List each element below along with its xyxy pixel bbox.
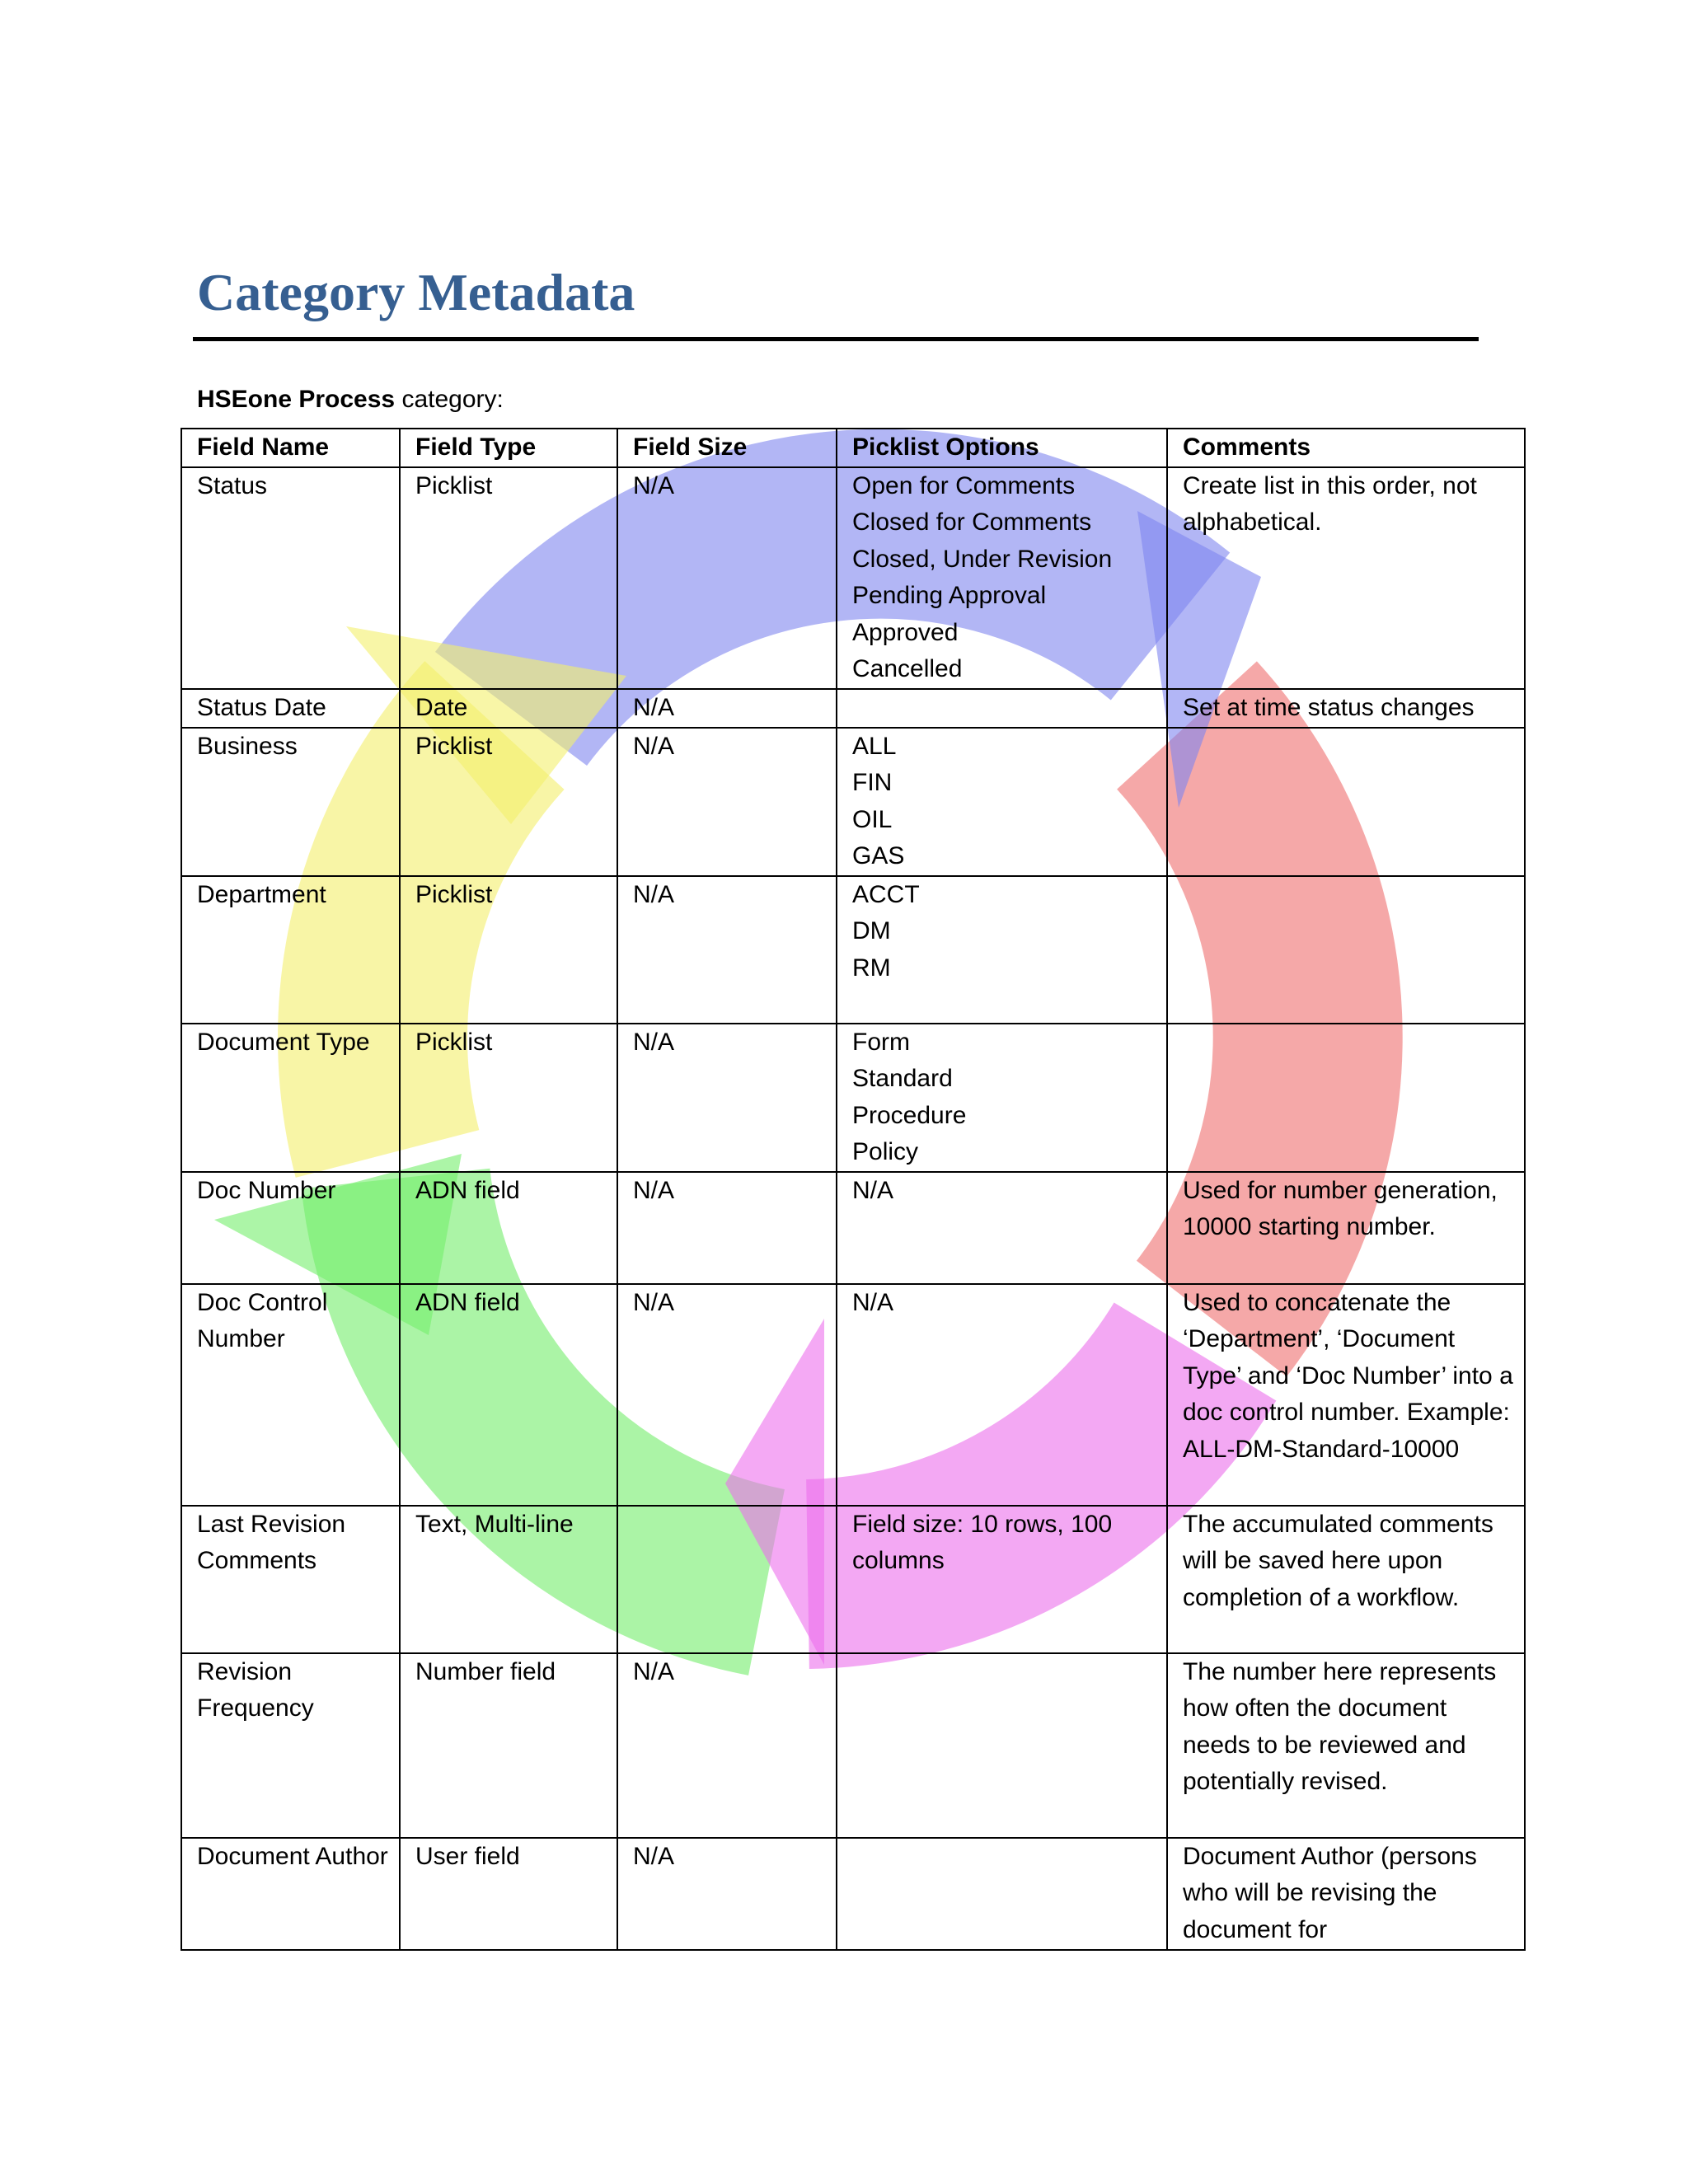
table-cell: The number here represents how often the… bbox=[1166, 1652, 1526, 1839]
column-header: Comments bbox=[1166, 428, 1526, 468]
table-cell: N/A bbox=[617, 1282, 837, 1507]
table-cell: Create list in this order, not alphabeti… bbox=[1166, 466, 1526, 690]
table-row: Revision Frequency Number field N/A The num… bbox=[181, 1652, 1526, 1839]
table-cell: ADN field bbox=[399, 1282, 618, 1507]
title: Category Metadata bbox=[197, 263, 635, 321]
table-cell: N/A bbox=[836, 1170, 1168, 1285]
picklist-option: Open for Comments bbox=[852, 471, 1076, 499]
picklist-option: Closed, Under Revision bbox=[852, 545, 1113, 573]
table-cell: User field bbox=[399, 1836, 618, 1951]
picklist-option: Form bbox=[852, 1028, 910, 1056]
table-cell: N/A bbox=[617, 874, 837, 1024]
table-cell: ADN field bbox=[399, 1170, 618, 1285]
table-cell: N/A bbox=[617, 466, 837, 690]
table-cell: N/A bbox=[617, 726, 837, 877]
table-cell: Text, Multi-line bbox=[399, 1504, 618, 1654]
table-cell: Number field bbox=[399, 1652, 618, 1839]
table-cell bbox=[836, 1652, 1168, 1839]
subtitle: HSEone Process category: bbox=[197, 386, 504, 414]
table-cell: Status bbox=[181, 466, 401, 690]
table-cell: N/A bbox=[617, 1652, 837, 1839]
table-cell: ALL FIN OIL GAS bbox=[836, 726, 1168, 877]
picklist-option: Standard bbox=[852, 1065, 953, 1092]
picklist-option: ACCT bbox=[852, 880, 920, 908]
table-cell: Last Revision Comments bbox=[181, 1504, 401, 1654]
table-row: Status Picklist N/A Open for Comments Closed… bbox=[181, 466, 1526, 690]
column-header: Field Type bbox=[399, 428, 618, 468]
table-row: Status Date Date N/A Set at time status cha… bbox=[181, 687, 1526, 729]
table-cell: Date bbox=[399, 687, 618, 729]
title-rule bbox=[193, 337, 1479, 341]
table-cell: Revision Frequency bbox=[181, 1652, 401, 1839]
table-cell: Picklist bbox=[399, 874, 618, 1024]
header-row: Field Name Field Type Field Size Picklist O… bbox=[181, 428, 1526, 468]
table-cell: Set at time status changes bbox=[1166, 687, 1526, 729]
picklist-option: Pending Approval bbox=[852, 582, 1047, 609]
table-cell: N/A bbox=[617, 1836, 837, 1951]
table-cell bbox=[836, 1836, 1168, 1951]
column-header: Field Size bbox=[617, 428, 837, 468]
picklist-option: DM bbox=[852, 917, 891, 944]
picklist-option: Approved bbox=[852, 618, 959, 646]
table-cell: Field size: 10 rows, 100 columns bbox=[836, 1504, 1168, 1654]
column-header: Picklist Options bbox=[836, 428, 1168, 468]
table-cell bbox=[1166, 726, 1526, 877]
table-cell: Used for number generation, 10000 starti… bbox=[1166, 1170, 1526, 1285]
picklist-option: OIL bbox=[852, 805, 893, 833]
picklist-option: Closed for Comments bbox=[852, 509, 1092, 536]
metadata-table: Field Name Field Type Field Size Picklist O… bbox=[181, 428, 1526, 1951]
table-row: Document Type Picklist N/A Form Standard Proc… bbox=[181, 1022, 1526, 1173]
picklist-option: RM bbox=[852, 954, 891, 982]
table-cell: N/A bbox=[836, 1282, 1168, 1507]
table-cell: Document Type bbox=[181, 1022, 401, 1173]
table-cell: N/A bbox=[617, 1022, 837, 1173]
table-cell: Open for Comments Closed for Comments Clos… bbox=[836, 466, 1168, 690]
picklist-option: GAS bbox=[852, 842, 905, 869]
table-cell: Picklist bbox=[399, 726, 618, 877]
table-cell: Picklist bbox=[399, 1022, 618, 1173]
table-row: Doc Control Number ADN field N/A N/A Used to… bbox=[181, 1282, 1526, 1507]
table-row: Last Revision Comments Text, Multi-line Fi… bbox=[181, 1504, 1526, 1654]
picklist-option: Procedure bbox=[852, 1101, 967, 1129]
picklist-option: Cancelled bbox=[852, 655, 963, 682]
picklist-option: N/A bbox=[852, 1288, 894, 1316]
table-cell: Used to concatenate the ‘Department’, ‘D… bbox=[1166, 1282, 1526, 1507]
table-cell bbox=[836, 687, 1168, 729]
table-cell bbox=[1166, 874, 1526, 1024]
table-cell: The accumulated comments will be saved h… bbox=[1166, 1504, 1526, 1654]
table-cell bbox=[617, 1504, 837, 1654]
table-row: Doc Number ADN field N/A N/A Used for number… bbox=[181, 1170, 1526, 1285]
picklist-option: ALL bbox=[852, 732, 897, 760]
table-row: Business Picklist N/A ALL FIN OIL GAS bbox=[181, 726, 1526, 877]
table-cell: Form Standard Procedure Policy bbox=[836, 1022, 1168, 1173]
subtitle-rest: category: bbox=[395, 386, 504, 413]
picklist-option: N/A bbox=[852, 1176, 894, 1204]
column-header: Field Name bbox=[181, 428, 401, 468]
picklist-option: Field size: 10 rows, 100 columns bbox=[852, 1510, 1113, 1575]
table-row: Document Author User field N/A Document Aut… bbox=[181, 1836, 1526, 1951]
picklist-option: Policy bbox=[852, 1138, 919, 1165]
table-cell: Status Date bbox=[181, 687, 401, 729]
table-cell: Document Author (persons who will be rev… bbox=[1166, 1836, 1526, 1951]
subtitle-bold: HSEone Process bbox=[197, 386, 396, 413]
table-cell: Picklist bbox=[399, 466, 618, 690]
table-cell: N/A bbox=[617, 687, 837, 729]
table-cell: ACCT DM RM bbox=[836, 874, 1168, 1024]
table-cell: Doc Control Number bbox=[181, 1282, 401, 1507]
table-cell bbox=[1166, 1022, 1526, 1173]
table-row: Department Picklist N/A ACCT DM RM bbox=[181, 874, 1526, 1024]
table-cell: Doc Number bbox=[181, 1170, 401, 1285]
table-cell: N/A bbox=[617, 1170, 837, 1285]
table-cell: Document Author bbox=[181, 1836, 401, 1951]
table-cell: Business bbox=[181, 726, 401, 877]
table-cell: Department bbox=[181, 874, 401, 1024]
picklist-option: FIN bbox=[852, 769, 893, 796]
